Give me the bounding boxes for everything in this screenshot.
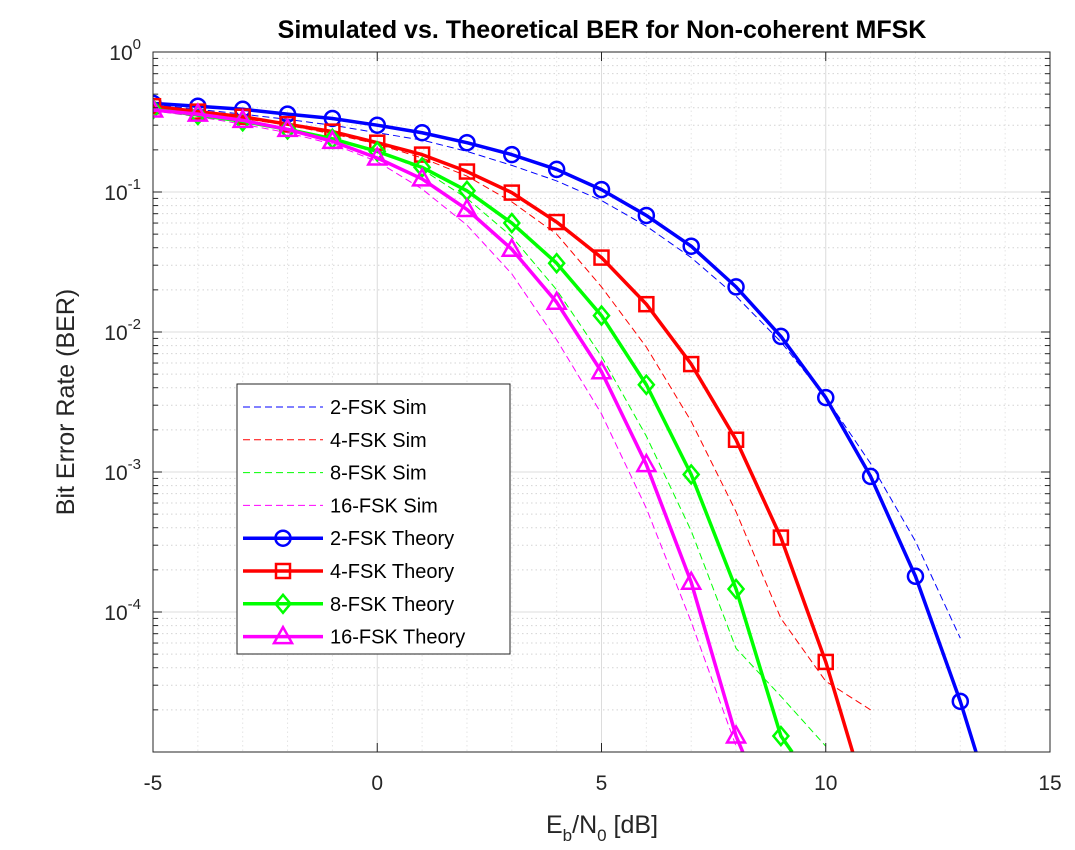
legend-label: 2-FSK Theory: [330, 528, 454, 550]
data-point: [547, 160, 566, 179]
data-point: [153, 97, 165, 118]
chart-title: Simulated vs. Theoretical BER for Non-co…: [278, 16, 927, 44]
legend-label: 8-FSK Sim: [330, 463, 427, 485]
data-point: [458, 133, 476, 152]
y-tick-label: 10-4: [104, 596, 141, 625]
data-point: [153, 98, 163, 121]
y-tick-labels: 100 10-1 10-2 10-3 10-4: [104, 36, 141, 625]
series-4-fsk-sim: [153, 107, 871, 711]
data-point: [503, 145, 521, 164]
data-point: [638, 295, 655, 313]
data-point: [726, 578, 746, 600]
data-point: [455, 197, 479, 218]
data-point: [682, 355, 700, 373]
series-4-fsk-theory: [153, 97, 855, 752]
y-tick-label: 10-2: [104, 316, 141, 345]
data-point: [323, 109, 342, 128]
x-tick-labels: -5 0 5 10 15: [144, 772, 1062, 795]
data-point: [590, 359, 613, 380]
data-point: [502, 212, 521, 235]
legend-label: 8-FSK Theory: [330, 594, 454, 616]
data-point: [817, 653, 834, 671]
data-point: [637, 206, 656, 225]
data-point: [727, 278, 745, 296]
y-tick-label: 10-1: [104, 176, 141, 205]
data-point: [271, 624, 295, 645]
data-point: [410, 166, 434, 187]
x-tick-label: 15: [1038, 772, 1061, 795]
series-layer: [153, 94, 978, 752]
series-line: [153, 110, 737, 747]
legend-entry: 16-FSK Theory: [243, 624, 465, 649]
legend-entry: 2-FSK Theory: [243, 528, 454, 550]
legend-entry: 8-FSK Theory: [243, 592, 454, 616]
data-point: [772, 327, 790, 346]
data-point: [682, 463, 701, 486]
data-point: [503, 184, 521, 201]
data-point: [273, 592, 293, 615]
data-point: [592, 304, 611, 327]
series-line: [153, 108, 745, 752]
tick-marks: [152, 51, 1051, 752]
data-point: [635, 452, 658, 473]
x-axis-title: Eb/N0 [dB]: [546, 811, 658, 845]
data-point: [593, 249, 610, 266]
data-point: [724, 723, 748, 744]
data-point: [413, 123, 431, 142]
data-point: [231, 108, 254, 129]
x-tick-label: 0: [371, 772, 383, 795]
data-point: [458, 163, 476, 180]
series-16-fsk-theory: [153, 97, 748, 752]
data-point: [276, 117, 299, 138]
legend-entry: 8-FSK Sim: [243, 463, 427, 485]
data-point: [368, 140, 387, 163]
data-point: [861, 467, 880, 486]
legend-label: 4-FSK Sim: [330, 430, 427, 452]
data-point: [592, 180, 611, 199]
data-point: [727, 431, 745, 448]
legend-entry: 2-FSK Sim: [243, 397, 427, 419]
data-point: [321, 129, 344, 150]
data-point: [412, 156, 432, 179]
legend-label: 2-FSK Sim: [330, 397, 427, 419]
data-point: [547, 252, 566, 275]
y-tick-label: 10-3: [104, 456, 141, 485]
legend-entry: 4-FSK Sim: [243, 430, 427, 452]
data-point: [274, 529, 292, 547]
data-point: [186, 102, 209, 122]
legend-box: [236, 383, 511, 655]
data-point: [368, 116, 386, 134]
series-line: [153, 107, 871, 711]
data-point: [274, 562, 292, 580]
data-point: [545, 290, 568, 311]
data-point: [153, 97, 162, 115]
legend-entry: 16-FSK Sim: [243, 495, 438, 517]
data-point: [366, 145, 389, 166]
data-point: [682, 237, 700, 255]
series-16-fsk-sim: [153, 110, 737, 747]
x-tick-label: 10: [814, 772, 837, 795]
data-point: [771, 725, 791, 748]
legend-label: 4-FSK Theory: [330, 561, 454, 583]
data-point: [500, 237, 523, 258]
legend-label: 16-FSK Sim: [330, 495, 438, 517]
data-point: [680, 570, 703, 591]
data-point: [413, 146, 431, 163]
x-tick-label: -5: [144, 772, 163, 795]
data-point: [906, 567, 925, 586]
legend-entry: 4-FSK Theory: [243, 561, 454, 583]
y-tick-label: 100: [109, 36, 141, 65]
data-point: [637, 373, 656, 396]
x-tick-label: 5: [596, 772, 608, 795]
series-line: [153, 104, 855, 752]
y-axis-title: Bit Error Rate (BER): [52, 289, 80, 515]
data-point: [951, 692, 970, 711]
data-point: [817, 388, 835, 407]
data-point: [772, 529, 790, 546]
legend-label: 16-FSK Theory: [330, 627, 465, 649]
legend: 2-FSK Sim 4-FSK Sim 8-FSK Sim 16-FSK Sim 2-F…: [236, 383, 511, 655]
data-point: [548, 213, 565, 231]
